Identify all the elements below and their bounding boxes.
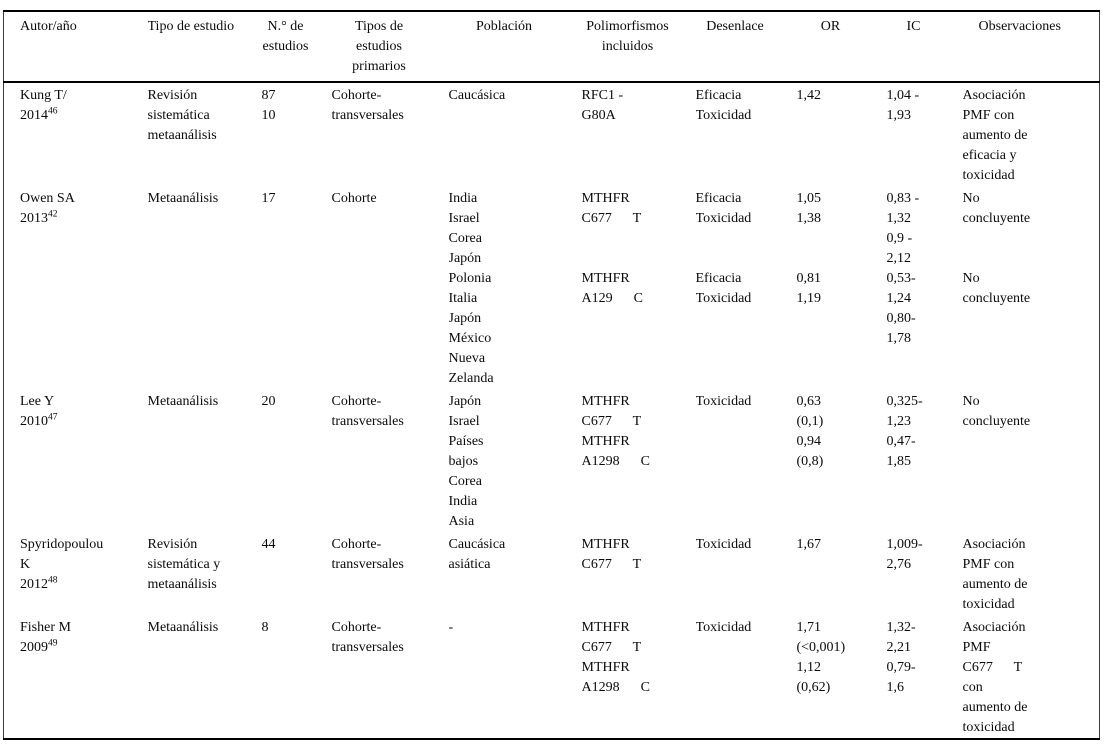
cell-autor-anio: Owen SA 201342 (4, 186, 148, 389)
cell-tipo-estudio: Metaanálisis (147, 191, 219, 206)
cell-or: 0,63 (0,1) 0,94 (0,8) (796, 394, 824, 469)
column-header: Autor/año (20, 19, 77, 34)
column-header: N.° de estudios (262, 19, 309, 54)
cell-or: 1,67 (796, 537, 822, 552)
table-row: Fisher M 200949 Metaanálisis 8 Cohorte- … (4, 615, 1100, 739)
cell-tipos-estudios-primarios: Cohorte- transversales (331, 620, 404, 655)
cell-desenlace: Eficacia Toxicidad Eficacia Toxicidad (695, 191, 752, 306)
cell-observaciones: Asociación PMF con aumento de toxicidad (962, 537, 1028, 612)
evidence-summary-table: Autor/año Tipo de estudio N.° de estudios T… (3, 10, 1100, 740)
citation-ref: 46 (48, 106, 58, 117)
column-header: Desenlace (706, 19, 764, 34)
cell-autor-anio: Spyridopoulou K 201248 (4, 532, 148, 615)
cell-ic: 0,325- 1,23 0,47- 1,85 (886, 394, 923, 469)
cell-desenlace: Toxicidad (695, 537, 752, 552)
table-row: Owen SA 201342 Metaanálisis 17 Cohorte I… (4, 186, 1100, 389)
citation-ref: 48 (48, 575, 58, 586)
author-year-text: Fisher M 2009 (20, 620, 71, 655)
cell-n-estudios: 87 10 (261, 88, 276, 123)
table-header-row: Autor/año Tipo de estudio N.° de estudios T… (3, 11, 1100, 82)
author-year-text: Owen SA 2013 (20, 191, 75, 226)
cell-n-estudios: 20 (261, 394, 276, 409)
cell-ic: 1,04 - 1,93 (886, 88, 920, 123)
cell-tipo-estudio: Metaanálisis (147, 620, 219, 635)
cell-tipo-estudio: Revisión sistemática y metaanálisis (147, 537, 221, 592)
cell-ic: 1,32- 2,21 0,79- 1,6 (886, 620, 916, 695)
cell-polimorfismos-incluidos: RFC1 - G80A (581, 88, 624, 123)
column-header: OR (820, 19, 841, 34)
citation-ref: 47 (48, 412, 58, 423)
column-header: Observaciones (978, 19, 1061, 34)
cell-n-estudios: 17 (261, 191, 276, 206)
cell-ic: 1,009- 2,76 (886, 537, 923, 572)
author-year-text: Kung T/ 2014 (20, 88, 67, 123)
column-header: IC (906, 19, 921, 34)
table-body: Kung T/ 201446 Revisión sistemática meta… (4, 82, 1100, 739)
cell-poblacion: Caucásica asiática (448, 537, 506, 572)
citation-ref: 42 (48, 209, 58, 220)
author-year-text: Spyridopoulou K 2012 (20, 537, 104, 592)
cell-or: 1,42 (796, 88, 822, 103)
cell-autor-anio: Lee Y 201047 (4, 389, 148, 532)
column-header: Tipo de estudio (147, 19, 235, 34)
cell-n-estudios: 8 (261, 620, 269, 635)
table-row: Kung T/ 201446 Revisión sistemática meta… (4, 82, 1100, 186)
cell-polimorfismos-incluidos: MTHFR C677 T MTHFR A1298 C (581, 620, 650, 695)
cell-autor-anio: Fisher M 200949 (4, 615, 148, 739)
table-row: Lee Y 201047 Metaanálisis 20 Cohorte- tr… (4, 389, 1100, 532)
cell-tipo-estudio: Metaanálisis (147, 394, 219, 409)
column-header: Población (476, 19, 532, 34)
cell-poblacion: India Israel Corea Japón Polonia Italia … (448, 191, 494, 386)
cell-ic: 0,83 - 1,32 0,9 - 2,12 0,53- 1,24 0,80- … (886, 191, 920, 346)
cell-tipos-estudios-primarios: Cohorte (331, 191, 377, 206)
cell-poblacion: Caucásica (448, 88, 506, 103)
cell-tipos-estudios-primarios: Cohorte- transversales (331, 394, 404, 429)
cell-observaciones: Asociación PMF C677 T con aumento de tox… (962, 620, 1028, 735)
cell-poblacion: - (448, 620, 454, 635)
table-row: Spyridopoulou K 201248 Revisión sistemát… (4, 532, 1100, 615)
cell-desenlace: Toxicidad (695, 394, 752, 409)
cell-observaciones: No concluyente (962, 394, 1031, 429)
cell-or: 1,71 (<0,001) 1,12 (0,62) (796, 620, 846, 695)
cell-poblacion: Japón Israel Países bajos Corea India As… (448, 394, 484, 529)
cell-polimorfismos-incluidos: MTHFR C677 T MTHFR A1298 C (581, 394, 650, 469)
cell-desenlace: Toxicidad (695, 620, 752, 635)
citation-ref: 49 (48, 638, 58, 649)
cell-polimorfismos-incluidos: MTHFR C677 T MTHFR A129 C (581, 191, 643, 306)
column-header: Tipos de estudios primarios (352, 19, 406, 74)
cell-polimorfismos-incluidos: MTHFR C677 T (581, 537, 642, 572)
cell-tipos-estudios-primarios: Cohorte- transversales (331, 88, 404, 123)
cell-or: 1,05 1,38 0,81 1,19 (796, 191, 822, 306)
cell-n-estudios: 44 (261, 537, 276, 552)
cell-observaciones: No concluyente No concluyente (962, 191, 1031, 306)
author-year-text: Lee Y 2010 (20, 394, 55, 429)
cell-observaciones: Asociación PMF con aumento de eficacia y… (962, 88, 1028, 183)
cell-autor-anio: Kung T/ 201446 (4, 82, 148, 186)
column-header: Polimorfismos incluidos (586, 19, 669, 54)
cell-tipo-estudio: Revisión sistemática metaanálisis (147, 88, 217, 143)
cell-tipos-estudios-primarios: Cohorte- transversales (331, 537, 404, 572)
cell-desenlace: Eficacia Toxicidad (695, 88, 752, 123)
